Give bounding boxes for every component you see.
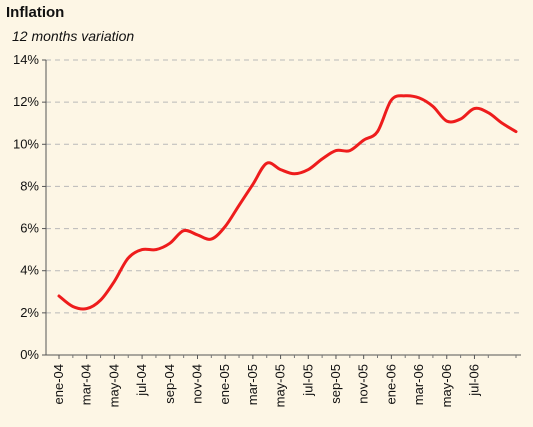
x-tick-label: sep-05 — [328, 364, 343, 404]
x-tick-label: may-05 — [273, 364, 288, 407]
chart-subtitle: 12 months variation — [12, 28, 135, 44]
x-tick-label: may-06 — [439, 364, 454, 407]
x-tick-label: may-04 — [106, 364, 121, 407]
x-tick-label: ene-04 — [51, 364, 66, 404]
inflation-series-line — [57, 94, 518, 311]
x-tick-label: mar-06 — [411, 364, 426, 405]
x-tick-label: sep-04 — [162, 364, 177, 404]
x-tick-label: jul-06 — [466, 364, 481, 397]
y-tick-label: 4% — [20, 263, 39, 278]
y-tick-label: 14% — [13, 52, 39, 67]
x-tick-label: jul-04 — [134, 364, 149, 397]
x-tick-label: mar-04 — [79, 364, 94, 405]
y-tick-label: 0% — [20, 347, 39, 362]
x-tick-label: nov-04 — [189, 364, 204, 404]
y-tick-label: 6% — [20, 221, 39, 236]
chart-title: Inflation — [6, 4, 65, 21]
x-tick-label: ene-06 — [383, 364, 398, 404]
y-tick-label: 8% — [20, 178, 39, 193]
x-tick-label: mar-05 — [245, 364, 260, 405]
x-tick-label: ene-05 — [217, 364, 232, 404]
y-tick-label: 10% — [13, 136, 39, 151]
x-tick-label: nov-05 — [356, 364, 371, 404]
y-tick-label: 12% — [13, 94, 39, 109]
y-tick-label: 2% — [20, 305, 39, 320]
x-tick-label: jul-05 — [300, 364, 315, 397]
